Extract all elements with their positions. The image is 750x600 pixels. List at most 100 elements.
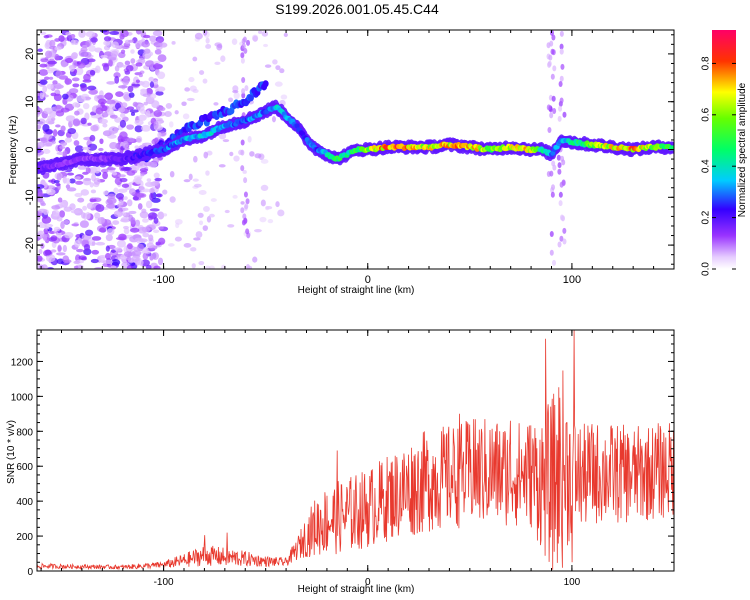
x-tick-label: -100 <box>153 274 175 286</box>
noise-blob <box>162 189 168 195</box>
noise-blob <box>56 252 66 256</box>
noise-blob <box>135 136 143 144</box>
noise-blob <box>191 263 196 269</box>
noise-blob <box>169 196 176 203</box>
noise-blob <box>189 247 195 252</box>
streak-blob <box>557 241 562 248</box>
streak-blob <box>557 115 562 122</box>
noise-blob <box>47 115 52 122</box>
noise-blob <box>37 255 43 262</box>
noise-blob <box>82 205 88 211</box>
noise-blob <box>106 203 116 209</box>
noise-blob <box>94 212 101 219</box>
noise-blob <box>148 76 155 82</box>
noise-blob <box>130 217 136 225</box>
noise-blob <box>145 200 153 209</box>
noise-blob <box>129 227 140 233</box>
colorbar-tick-label: 0.4 <box>701 159 712 173</box>
noise-blob <box>210 198 217 202</box>
noise-blob <box>83 177 92 181</box>
streak-blob <box>560 63 565 70</box>
noise-blob <box>105 252 111 260</box>
noise-blob <box>145 60 155 68</box>
noise-blob <box>37 230 45 239</box>
noise-blob <box>154 177 163 182</box>
noise-blob <box>85 211 91 220</box>
noise-blob <box>183 179 191 183</box>
noise-blob <box>150 93 157 99</box>
noise-blob <box>143 48 151 54</box>
noise-blob <box>138 185 146 193</box>
streak-blob <box>562 227 567 234</box>
noise-blob <box>87 143 98 151</box>
noise-blob <box>75 67 84 76</box>
noise-blob <box>91 249 100 255</box>
noise-blob <box>229 151 234 157</box>
streak-blob <box>245 228 250 235</box>
noise-blob <box>87 122 92 126</box>
noise-blob <box>128 210 137 215</box>
noise-blob <box>141 226 151 233</box>
noise-blob <box>101 111 109 118</box>
noise-blob <box>50 249 57 253</box>
noise-blob <box>62 244 68 253</box>
y-tick-label: 400 <box>16 497 33 508</box>
noise-blob <box>259 216 267 223</box>
noise-blob <box>57 244 62 253</box>
streak-blob <box>551 34 556 41</box>
noise-blob <box>76 61 82 65</box>
noise-blob <box>154 49 162 55</box>
noise-blob <box>117 107 126 113</box>
colorbar-label: Normalized spectral amplitude <box>737 82 748 217</box>
noise-blob <box>114 75 120 84</box>
streak-blob <box>243 177 248 184</box>
noise-blob <box>167 243 175 247</box>
noise-blob <box>106 81 116 85</box>
noise-blob <box>128 39 135 43</box>
noise-blob <box>132 101 138 107</box>
noise-blob <box>100 168 109 174</box>
noise-blob <box>189 85 197 92</box>
noise-blob <box>228 97 234 103</box>
noise-blob <box>164 111 172 117</box>
noise-blob <box>94 47 103 53</box>
noise-blob <box>169 170 175 178</box>
noise-blob <box>66 172 75 176</box>
streak-blob <box>241 88 246 95</box>
noise-blob <box>90 189 97 194</box>
snr-y-axis-label: SNR (10 * v/v) <box>6 420 17 484</box>
noise-blob <box>73 140 80 146</box>
noise-blob <box>142 218 149 223</box>
noise-blob <box>122 140 129 149</box>
noise-blob <box>252 256 258 263</box>
noise-blob <box>113 72 121 79</box>
noise-blob <box>122 207 129 211</box>
noise-blob <box>49 45 56 50</box>
snr-series-line <box>37 330 674 571</box>
noise-blob <box>52 129 58 137</box>
noise-blob <box>115 256 122 260</box>
noise-blob <box>103 94 112 98</box>
noise-blob <box>89 198 97 203</box>
y-tick-label: 200 <box>16 532 33 543</box>
noise-blob <box>260 159 269 164</box>
noise-blob <box>140 88 148 93</box>
noise-blob <box>47 60 58 65</box>
noise-blob <box>93 165 101 174</box>
noise-blob <box>49 110 56 118</box>
streak-blob <box>240 139 245 146</box>
noise-blob <box>274 81 283 87</box>
noise-blob <box>156 38 164 43</box>
noise-blob <box>205 44 212 49</box>
streak-blob <box>562 238 567 245</box>
streak-blob <box>240 52 245 59</box>
noise-blob <box>157 257 164 266</box>
noise-blob <box>38 197 44 203</box>
noise-blob <box>149 187 155 194</box>
ridge-point <box>294 123 300 129</box>
noise-blob <box>233 92 240 100</box>
noise-blob <box>64 78 73 85</box>
streak-blob <box>559 181 564 188</box>
noise-blob <box>126 199 133 207</box>
